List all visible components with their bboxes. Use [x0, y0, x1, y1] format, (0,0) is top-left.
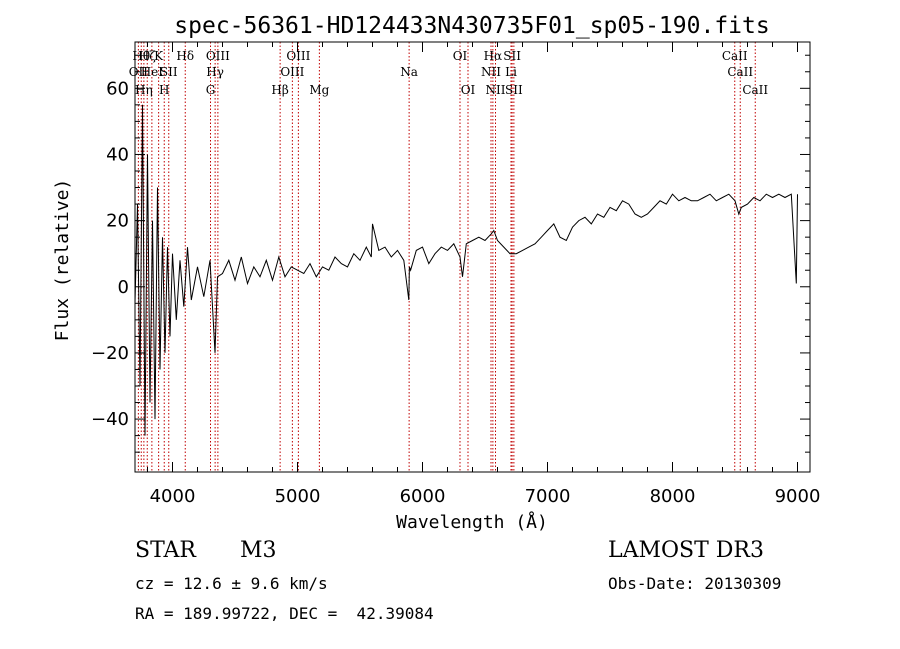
coordinates: RA = 189.99722, DEC = 42.39084: [135, 604, 434, 623]
line-label: CaII: [742, 83, 768, 97]
line-label: Hα: [484, 49, 503, 63]
y-tick-label: −20: [91, 343, 129, 364]
observation-date: Obs-Date: 20130309: [608, 574, 782, 593]
plot-frame: [134, 41, 811, 473]
line-label: Hβ: [271, 83, 288, 97]
line-label: Mg: [309, 83, 329, 97]
x-tick-label: 7000: [525, 486, 571, 507]
line-label: H: [159, 83, 169, 97]
line-label: OIII: [286, 49, 310, 63]
line-label: HeI: [141, 65, 164, 79]
y-axis-ticks: −40 −20 0 20 40 60: [91, 54, 810, 453]
line-label: OIII: [280, 65, 304, 79]
line-label: NII: [486, 83, 506, 97]
line-label: OIII: [206, 49, 230, 63]
line-label: SII: [503, 49, 521, 63]
line-label: CaII: [727, 65, 753, 79]
line-label: SII: [160, 65, 178, 79]
line-label: Hδ: [176, 49, 194, 63]
y-tick-label: 0: [118, 277, 129, 298]
object-class: STAR: [135, 538, 196, 563]
y-tick-label: 40: [106, 144, 129, 165]
line-label: NII: [481, 65, 501, 79]
spectrum-series-line: [134, 104, 798, 436]
spectrum-chart: spec-56361-HD124433N430735F01_sp05-190.f…: [52, 13, 821, 533]
x-tick-label: 9000: [775, 486, 821, 507]
spectral-line-labels: OIIHθHηHζHeIKHSIIHδGHγOIIIHβOIIIOIIIMgNa…: [129, 49, 769, 97]
object-subclass: M3: [240, 538, 277, 563]
x-tick-label: 4000: [150, 486, 196, 507]
line-label: CaII: [722, 49, 748, 63]
x-tick-label: 5000: [275, 486, 321, 507]
redshift-cz: cz = 12.6 ± 9.6 km/s: [135, 574, 328, 593]
y-axis-title: Flux (relative): [52, 179, 73, 342]
x-tick-label: 8000: [650, 486, 696, 507]
x-axis-ticks: 4000 5000 6000 7000 8000 9000: [147, 42, 821, 507]
x-tick-label: 6000: [400, 486, 446, 507]
line-label: Hγ: [206, 65, 224, 79]
y-tick-label: 60: [106, 78, 129, 99]
line-label: OI: [461, 83, 476, 97]
line-label: K: [154, 49, 164, 63]
line-label: Li: [505, 65, 517, 79]
y-tick-label: 20: [106, 211, 129, 232]
spectral-line-markers: [137, 42, 756, 472]
line-label: Hθ: [132, 49, 150, 63]
chart-title: spec-56361-HD124433N430735F01_sp05-190.f…: [174, 13, 769, 39]
y-tick-label: −40: [91, 409, 129, 430]
line-label: Hη: [135, 83, 153, 97]
line-label: G: [206, 83, 216, 97]
x-axis-title: Wavelength (Å): [396, 511, 548, 533]
survey-name: LAMOST DR3: [608, 538, 764, 563]
line-label: OI: [453, 49, 468, 63]
line-label: Hζ: [139, 49, 156, 63]
line-label: SII: [505, 83, 523, 97]
line-label: Na: [400, 65, 418, 79]
